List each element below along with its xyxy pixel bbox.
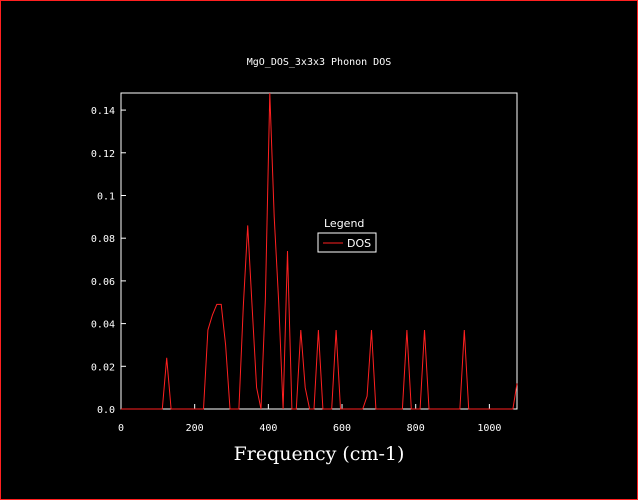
x-tick-label: 800 bbox=[407, 423, 425, 434]
x-axis-label: Frequency (cm-1) bbox=[234, 443, 405, 465]
y-tick-label: 0.08 bbox=[91, 234, 115, 245]
legend-title: Legend bbox=[324, 217, 364, 230]
series-layer bbox=[121, 92, 518, 410]
x-tick-label: 0 bbox=[118, 423, 124, 434]
y-tick-label: 0.1 bbox=[97, 191, 115, 202]
chart-title: MgO_DOS_3x3x3 Phonon DOS bbox=[247, 57, 392, 68]
x-tick-label: 200 bbox=[186, 423, 204, 434]
y-axis: 0.0 0.02 0.04 0.06 0.08 0.1 0.12 0.14 bbox=[91, 106, 126, 416]
plot-area bbox=[120, 92, 518, 410]
y-tick-label: 0.04 bbox=[91, 320, 115, 331]
legend-box bbox=[317, 232, 377, 253]
legend: Legend DOS bbox=[317, 217, 377, 253]
y-tick-label: 0.12 bbox=[91, 149, 115, 160]
legend-entry-dos: DOS bbox=[347, 237, 371, 250]
x-tick-label: 400 bbox=[259, 423, 277, 434]
y-tick-label: 0.14 bbox=[91, 106, 115, 117]
x-tick-label: 600 bbox=[333, 423, 351, 434]
y-tick-label: 0.06 bbox=[91, 277, 115, 288]
y-tick-label: 0.0 bbox=[97, 405, 115, 416]
x-tick-label: 1000 bbox=[477, 423, 501, 434]
series-line-dos bbox=[121, 92, 518, 410]
y-tick-label: 0.02 bbox=[91, 362, 115, 373]
x-axis: 0 200 400 600 800 1000 bbox=[118, 404, 501, 434]
